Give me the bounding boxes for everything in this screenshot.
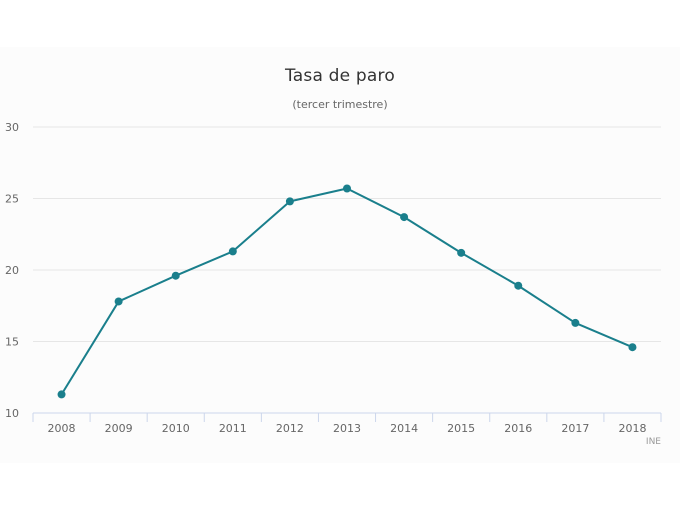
data-point-marker[interactable]	[400, 213, 409, 222]
chart-subtitle: (tercer trimestre)	[292, 98, 388, 111]
series-line	[60, 187, 633, 395]
y-tick-label: 25	[5, 193, 19, 206]
y-tick-label: 20	[5, 264, 19, 277]
chart-title: Tasa de paro	[285, 66, 395, 86]
x-tick-label: 2008	[48, 422, 76, 435]
x-tick-label: 2018	[618, 422, 646, 435]
data-point-marker[interactable]	[628, 343, 637, 352]
y-tick-label: 10	[5, 407, 19, 420]
x-tick-label: 2011	[219, 422, 247, 435]
y-tick-label: 30	[5, 121, 19, 134]
x-tick-label: 2013	[333, 422, 361, 435]
x-tick-label: 2012	[276, 422, 304, 435]
data-point-marker[interactable]	[228, 247, 237, 256]
data-point-marker[interactable]	[514, 281, 523, 290]
x-axis: 2008 2009 2010 2011 2012 2013 2014 2015 2016 2017…	[32, 412, 662, 435]
x-tick-label: 2015	[447, 422, 475, 435]
data-point-marker[interactable]	[571, 318, 580, 327]
y-tick-label: 15	[5, 336, 19, 349]
y-axis-labels: 10 15 20 25 30	[5, 121, 19, 420]
data-point-marker[interactable]	[171, 271, 180, 280]
data-point-marker[interactable]	[114, 297, 123, 306]
y-gridlines	[33, 126, 661, 342]
data-point-marker[interactable]	[285, 197, 294, 206]
chart-credit[interactable]: INE	[646, 437, 661, 447]
x-tick-label: 2016	[504, 422, 532, 435]
x-tick-label: 2009	[105, 422, 133, 435]
x-tick-label: 2010	[162, 422, 190, 435]
chart-panel	[0, 47, 680, 463]
data-point-marker[interactable]	[57, 390, 66, 399]
x-tick-label: 2017	[561, 422, 589, 435]
series-tasa-de-paro	[57, 184, 637, 399]
x-tick-label: 2014	[390, 422, 418, 435]
data-point-marker[interactable]	[343, 184, 351, 193]
data-point-marker[interactable]	[457, 248, 466, 257]
